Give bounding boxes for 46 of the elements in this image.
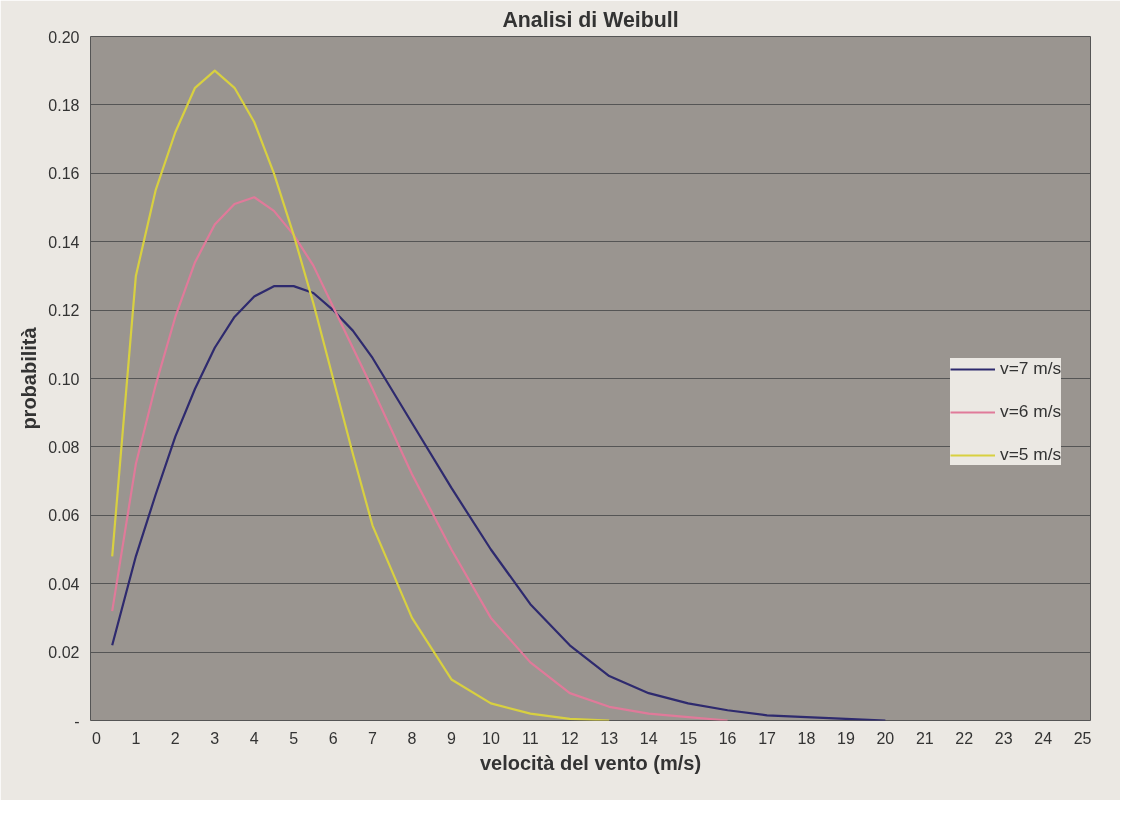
x-tick-label: 21 <box>915 729 934 747</box>
x-tick-label: 9 <box>447 729 456 747</box>
y-tick-label: 0.16 <box>48 165 80 183</box>
x-tick-label: 8 <box>407 729 417 747</box>
x-tick-label: 13 <box>600 729 619 747</box>
line-series <box>111 69 611 721</box>
line-series <box>111 196 729 721</box>
x-tick-label: 11 <box>522 729 539 747</box>
x-tick-label: 19 <box>837 729 855 747</box>
y-tick-label: 0.14 <box>48 233 80 251</box>
x-tick-label: 3 <box>210 729 220 747</box>
y-tick-label: 0.02 <box>48 644 80 662</box>
chart-title: Analisi di Weibull <box>502 7 679 32</box>
legend-label: v=6 m/s <box>1000 401 1062 422</box>
legend-label: v=5 m/s <box>1000 444 1062 465</box>
x-tick-label: 15 <box>679 729 698 747</box>
x-tick-label: 14 <box>639 729 658 747</box>
x-tick-label: 20 <box>876 729 895 747</box>
x-tick-label: 22 <box>955 729 974 747</box>
y-tick-label: 0.12 <box>48 302 80 320</box>
y-tick-label: 0.10 <box>48 370 80 388</box>
y-tick-label: 0.18 <box>48 96 80 114</box>
x-tick-label: 4 <box>249 729 259 747</box>
x-tick-label: 17 <box>758 729 777 747</box>
y-tick-label: 0.04 <box>48 575 80 593</box>
y-tick-label: 0.06 <box>48 507 80 525</box>
legend-label: v=7 m/s <box>1000 358 1062 379</box>
line-series <box>111 285 887 721</box>
x-tick-label: 24 <box>1034 729 1053 747</box>
y-tick-label: 0.08 <box>48 438 80 456</box>
x-tick-label: 2 <box>170 729 180 747</box>
x-tick-label: 18 <box>797 729 816 747</box>
x-tick-label: 1 <box>131 729 141 747</box>
x-tick-label: 23 <box>994 729 1013 747</box>
y-axis-title: probabilità <box>18 326 41 430</box>
x-axis-title: velocità del vento (m/s) <box>479 751 702 774</box>
x-tick-label: 10 <box>482 729 500 747</box>
x-tick-label: 12 <box>560 729 579 747</box>
x-tick-label: 6 <box>328 729 338 747</box>
x-tick-label: 16 <box>718 729 737 747</box>
x-tick-label: 5 <box>289 729 299 747</box>
x-tick-label: 25 <box>1073 729 1092 747</box>
y-tick-label: 0.20 <box>48 28 80 46</box>
y-tick-label: - <box>74 712 80 730</box>
x-tick-label: 7 <box>368 729 378 747</box>
x-tick-label: 0 <box>91 729 101 747</box>
